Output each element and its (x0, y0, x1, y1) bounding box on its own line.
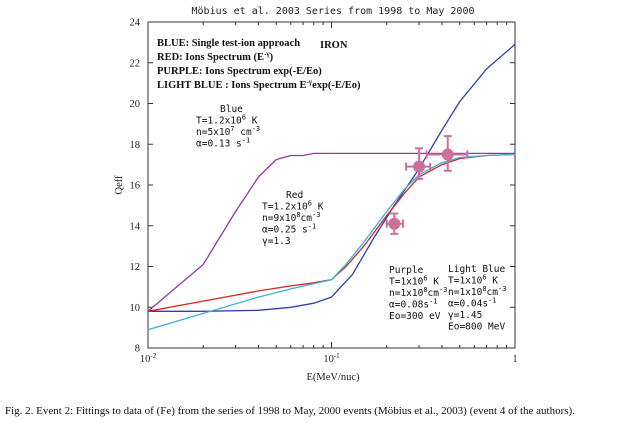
y-axis-label: Qeff (114, 175, 125, 195)
legend-entry: RED: Ions Spectrum (E-γ) (157, 50, 274, 63)
y-tick-label: 8 (135, 344, 140, 355)
y-tick-label: 14 (130, 221, 141, 232)
y-tick-label: 12 (130, 262, 141, 273)
y-tick-label: 16 (130, 181, 141, 192)
series-line-light-blue (147, 153, 516, 331)
annotation-red-line: n=9x108cm-3 (262, 211, 320, 224)
data-point-marker (388, 217, 401, 230)
annotation-lightblue-line: γ=1.45 (448, 310, 482, 321)
legend-entry: PURPLE: Ions Spectrum exp(-E/Eo) (157, 66, 322, 77)
element-label: IRON (320, 40, 348, 51)
annotation-purple-line: α=0.08s-1 (389, 298, 437, 311)
y-tick-label: 24 (130, 18, 141, 29)
annotation-purple-line: T=1x106 K (389, 275, 439, 288)
x-tick-label: 10-2 (140, 352, 157, 365)
annotation-blue-line: n=5x107 cm-3 (196, 125, 260, 138)
series-line-purple (147, 152, 515, 312)
annotation-blue-line: Blue (220, 104, 243, 115)
y-tick-label: 22 (130, 58, 141, 69)
annotation-purple-line: Eo=300 eV (389, 311, 441, 322)
axis-ticks: 8 10 12 14 16 18 20 22 24 10-2 10-1 1 (130, 18, 518, 366)
chart-title: Möbius et al. 2003 Series from 1998 to M… (192, 6, 475, 17)
annotation-purple-line: n=1x108cm-3 (389, 286, 447, 299)
series-line-red (147, 153, 516, 312)
data-point-marker (441, 148, 454, 161)
annotation-blue-line: T=1.2x106 K (196, 114, 258, 127)
y-tick-label: 18 (130, 140, 141, 151)
series-layer (147, 43, 516, 331)
y-tick-label: 20 (130, 99, 141, 110)
annotation-red-line: Red (286, 190, 303, 201)
series-line-blue (148, 43, 516, 312)
annotation-lightblue-line: Eo=800 MeV (448, 322, 505, 333)
annotation-red-line: α=0.25 s-1 (262, 223, 316, 236)
y-tick-label: 10 (130, 303, 141, 314)
annotation-lightblue-line: T=1x106 K (448, 274, 498, 287)
annotation-lightblue-line: Light Blue (448, 264, 505, 275)
data-points (385, 135, 469, 235)
annotation-lightblue-line: α=0.04s-1 (448, 297, 496, 310)
annotation-red-line: T=1.2x106 K (262, 200, 324, 213)
annotation-purple-line: Purple (389, 265, 424, 276)
x-tick-label: 1 (512, 354, 517, 365)
annotation-lightblue-line: n=1x108cm-3 (448, 285, 506, 298)
figure-caption: Fig. 2. Event 2: Fittings to data of (Fe… (5, 405, 575, 417)
legend-entry: LIGHT BLUE : Ions Spectrum E-γexp(-E/Eo) (157, 78, 361, 91)
x-tick-label: 10-1 (323, 352, 340, 365)
annotation-red-line: γ=1.3 (262, 236, 291, 247)
legend-entry: BLUE: Single test-ion approach (157, 38, 300, 49)
x-axis-label: E(MeV/nuc) (306, 372, 360, 383)
data-point-marker (413, 160, 426, 173)
annotation-blue-line: α=0.13 s-1 (196, 137, 250, 150)
